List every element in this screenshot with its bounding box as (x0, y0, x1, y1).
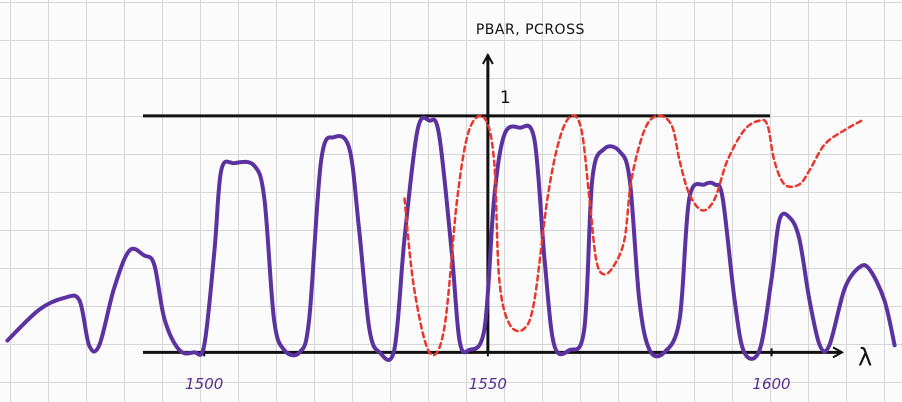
lines (5, 114, 897, 362)
x-tick-label: 1600 (752, 375, 790, 393)
y-axis-title: PBAR, PCROSS (476, 22, 585, 38)
y-tick-label: 1 (500, 88, 511, 108)
x-axis-title: λ (858, 343, 872, 371)
series-line (5, 115, 897, 362)
labels: 1 1500 1550 1600 PBAR, PCROSS λ (185, 22, 872, 393)
x-tick-label: 1550 (469, 375, 507, 393)
x-tick-label: 1500 (185, 375, 223, 393)
series-line (403, 114, 863, 357)
